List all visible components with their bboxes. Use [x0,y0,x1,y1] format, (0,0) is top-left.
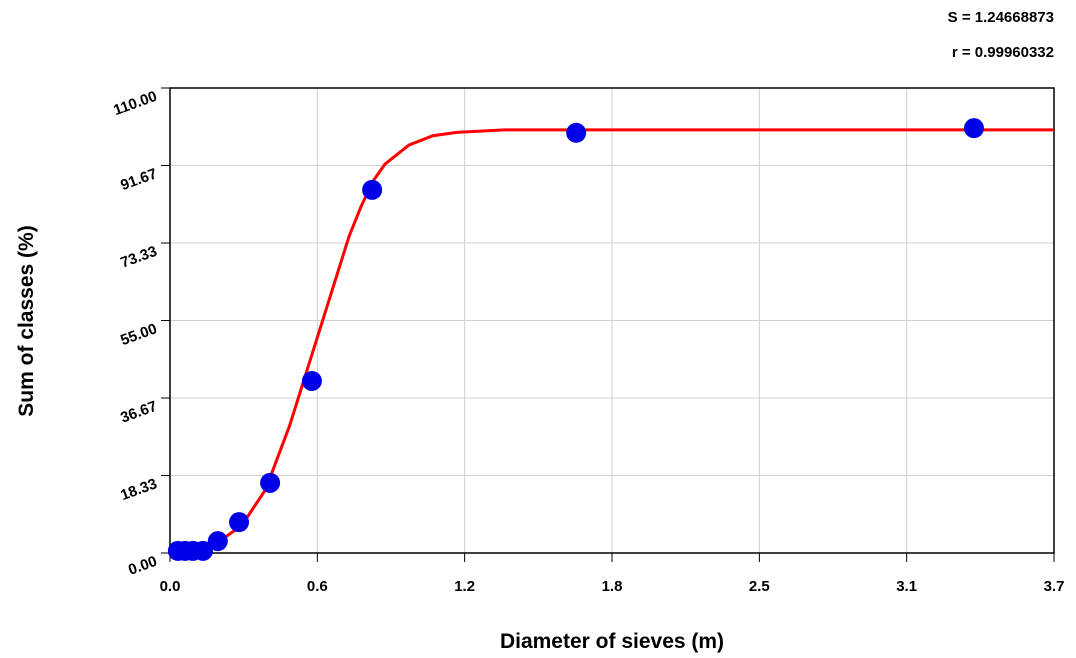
x-tick-label: 0.6 [307,578,328,595]
y-tick-label: 36.67 [118,398,159,427]
y-tick-label: 55.00 [118,320,159,349]
y-tick-label: 110.00 [111,88,159,119]
x-axis-title: Diameter of sieves (m) [500,630,724,653]
data-point [362,179,383,200]
y-tick-label: 73.33 [118,243,159,272]
data-point [963,118,984,139]
x-tick-label: 3.7 [1044,578,1065,595]
data-point [207,531,228,552]
x-tick-label: 1.8 [602,578,623,595]
x-tick-label: 3.1 [896,578,917,595]
y-tick-label: 18.33 [118,475,159,504]
fit-curve [169,128,1054,553]
data-point [192,540,213,561]
x-tick-label: 0.0 [160,578,181,595]
annotation: r = 0.99960332 [952,44,1054,61]
y-axis-title: Sum of classes (%) [15,225,38,416]
x-tick-label: 2.5 [749,578,770,595]
annotation: S = 1.24668873 [948,9,1054,26]
data-point [301,370,322,391]
data-point [260,472,281,493]
x-tick-label: 1.2 [454,578,475,595]
data-point [229,512,250,533]
data-point [566,122,587,143]
plot-frame [169,87,1055,554]
y-tick-label: 91.67 [118,165,159,194]
y-tick-label: 0.00 [126,553,159,579]
